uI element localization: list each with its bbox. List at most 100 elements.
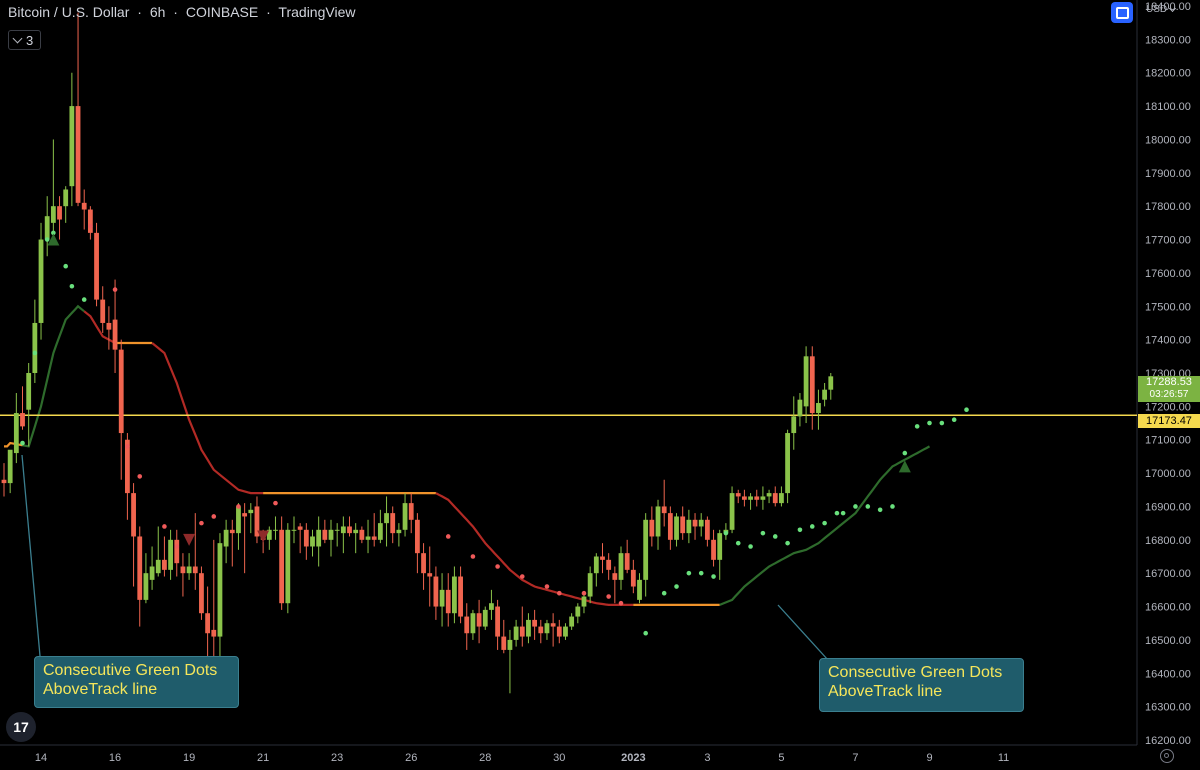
callout-pointer-left xyxy=(21,454,41,657)
candle-body xyxy=(143,573,149,600)
candle-body xyxy=(266,529,272,540)
green-signal-dot xyxy=(809,524,815,529)
candle-body xyxy=(223,529,229,547)
track-line-segment xyxy=(22,304,85,448)
y-tick-label: 18400.00 xyxy=(1145,1,1191,13)
y-tick-label: 16500.00 xyxy=(1145,635,1191,647)
red-signal-dot xyxy=(557,590,562,596)
track-line-segment xyxy=(435,492,634,606)
interval-label[interactable]: 6h xyxy=(149,4,166,20)
x-tick-label: 14 xyxy=(35,752,47,764)
candle-body xyxy=(482,609,488,627)
candle-body xyxy=(347,526,352,534)
green-signal-dot xyxy=(643,630,648,636)
x-tick-label: 2023 xyxy=(621,752,645,764)
x-tick-label: 16 xyxy=(109,752,121,764)
red-signal-dot xyxy=(544,584,550,589)
candle-body xyxy=(439,589,445,607)
annotation-callout-left[interactable]: Consecutive Green Dots AboveTrack line xyxy=(34,656,239,708)
currency-selector[interactable]: USD xyxy=(1146,4,1177,15)
candle-body xyxy=(772,493,778,504)
candle-body xyxy=(186,566,192,574)
candle-body xyxy=(501,636,507,650)
candle-body xyxy=(7,449,13,484)
y-tick-label: 17100.00 xyxy=(1145,435,1191,447)
candle-body xyxy=(211,629,217,637)
green-signal-dot xyxy=(698,570,704,576)
red-signal-dot xyxy=(174,544,180,549)
y-tick-label: 17500.00 xyxy=(1145,301,1191,313)
x-tick-label: 3 xyxy=(704,752,710,764)
y-tick-label: 17900.00 xyxy=(1145,168,1191,180)
sell-triangle-icon xyxy=(183,533,196,546)
candle-body xyxy=(236,506,241,534)
track-line-segment xyxy=(151,342,264,495)
candle-body xyxy=(408,503,414,520)
platform-label: TradingView xyxy=(278,4,356,20)
candle-body xyxy=(495,606,500,637)
candle-body xyxy=(217,543,223,637)
annotation-callout-right[interactable]: Consecutive Green Dots AboveTrack line xyxy=(819,658,1024,712)
candle-body xyxy=(550,623,556,627)
green-signal-dot xyxy=(772,534,778,539)
candle-body xyxy=(538,626,544,634)
green-signal-dot xyxy=(20,440,25,446)
y-tick-label: 16700.00 xyxy=(1145,568,1191,580)
fullscreen-icon[interactable] xyxy=(1111,2,1133,23)
y-tick-label: 17000.00 xyxy=(1145,468,1191,480)
candle-body xyxy=(489,603,494,610)
candle-body xyxy=(112,319,118,350)
buy-triangle-icon xyxy=(47,233,60,246)
candle-body xyxy=(137,536,143,600)
chart-header: Bitcoin / U.S. Dollar · 6h · COINBASE · … xyxy=(8,4,359,20)
separator: · xyxy=(137,4,142,20)
settings-gear-icon[interactable] xyxy=(1160,749,1174,763)
tradingview-logo-icon[interactable]: 17 xyxy=(6,712,36,742)
green-signal-dot xyxy=(32,350,38,356)
y-tick-label: 17200.00 xyxy=(1145,401,1191,413)
candle-body xyxy=(680,516,686,534)
candle-body xyxy=(390,513,396,534)
candle-body xyxy=(470,613,476,634)
candle-body xyxy=(125,439,130,494)
indicator-toggle-button[interactable]: 3 xyxy=(8,30,41,50)
chevron-down-icon xyxy=(12,33,23,43)
candle-body xyxy=(192,566,198,574)
x-tick-label: 9 xyxy=(926,752,932,764)
candle-body xyxy=(273,529,278,531)
green-signal-dot xyxy=(711,574,716,579)
red-signal-dot xyxy=(211,514,217,519)
green-signal-dot xyxy=(951,417,957,423)
candle-body xyxy=(606,559,612,570)
callout-text-line2: AboveTrack line xyxy=(828,683,943,700)
y-tick-label: 16900.00 xyxy=(1145,501,1191,513)
candle-body xyxy=(162,559,167,570)
candle-body xyxy=(402,503,408,530)
green-signal-dot xyxy=(63,263,68,269)
callout-pointer-right xyxy=(777,604,829,661)
symbol-title[interactable]: Bitcoin / U.S. Dollar xyxy=(8,4,130,20)
candle-body xyxy=(353,529,359,534)
green-signal-dot xyxy=(902,450,908,456)
candle-body xyxy=(748,496,753,500)
candle-body xyxy=(229,529,235,534)
candle-body xyxy=(674,516,679,540)
candle-body xyxy=(242,513,248,517)
candle-body xyxy=(180,566,186,574)
candle-body xyxy=(519,626,525,637)
last-price-label: 17288.53 03:26:57 xyxy=(1138,376,1200,402)
green-signal-dot xyxy=(674,584,679,589)
candle-body xyxy=(698,519,704,527)
candle-body xyxy=(254,506,260,537)
buy-triangle-icon xyxy=(898,460,911,473)
red-signal-dot xyxy=(137,474,143,479)
candle-body xyxy=(513,626,519,640)
y-tick-label: 17600.00 xyxy=(1145,268,1191,280)
green-signal-dot xyxy=(822,520,827,526)
candle-body xyxy=(38,239,44,323)
candle-body xyxy=(100,299,106,323)
candle-body xyxy=(310,536,315,547)
candle-body xyxy=(322,529,328,540)
candle-body xyxy=(649,519,655,537)
